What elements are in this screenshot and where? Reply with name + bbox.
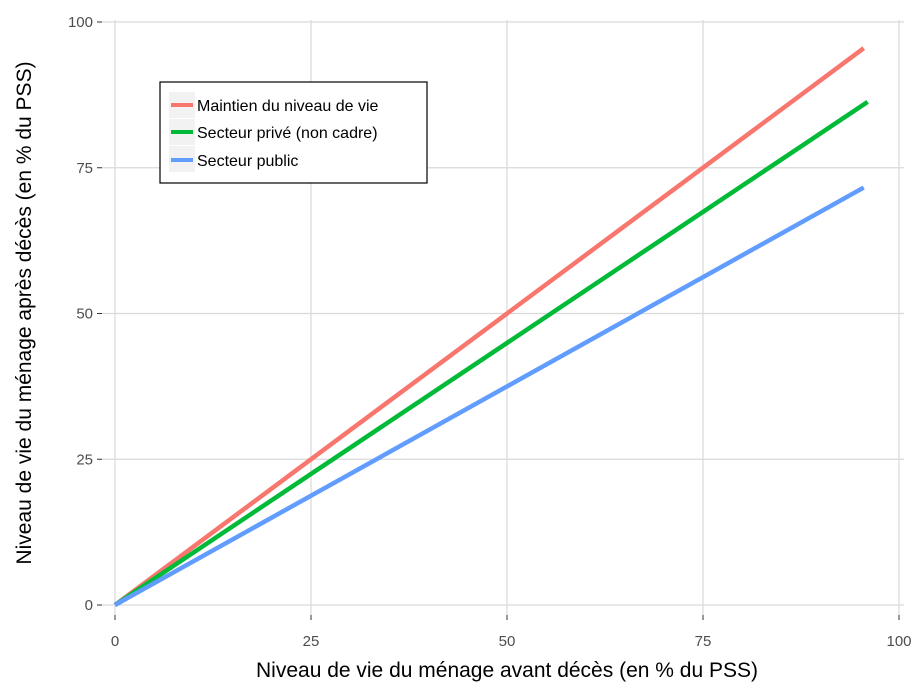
series-line-0 <box>113 46 866 607</box>
y-axis-title: Niveau de vie du ménage après décès (en … <box>13 61 36 564</box>
legend-label-prive: Secteur privé (non cadre) <box>197 125 378 142</box>
x-tick-label: 75 <box>695 633 712 650</box>
x-axis-title: Niveau de vie du ménage avant décès (en … <box>256 659 758 682</box>
x-tick-label: 50 <box>499 633 516 650</box>
x-tick-label: 25 <box>303 633 320 650</box>
y-tick-label: 75 <box>76 160 93 177</box>
x-tick-label: 0 <box>111 633 119 650</box>
y-tick-label: 0 <box>85 597 93 614</box>
axes: 0 25 50 75 100 0 25 50 75 100 <box>68 14 912 650</box>
legend: Maintien du niveau de vie Secteur privé … <box>159 81 428 184</box>
y-tick-label: 25 <box>76 451 93 468</box>
legend-label-public: Secteur public <box>197 153 298 170</box>
x-tick-label: 100 <box>886 633 911 650</box>
y-tick-label: 50 <box>76 306 93 323</box>
series-lines <box>113 46 869 607</box>
series-line-1 <box>113 100 869 607</box>
legend-box <box>159 81 428 184</box>
legend-label-maintien: Maintien du niveau de vie <box>197 98 379 115</box>
series-line-2 <box>113 185 865 607</box>
y-tick-label: 100 <box>68 14 93 31</box>
